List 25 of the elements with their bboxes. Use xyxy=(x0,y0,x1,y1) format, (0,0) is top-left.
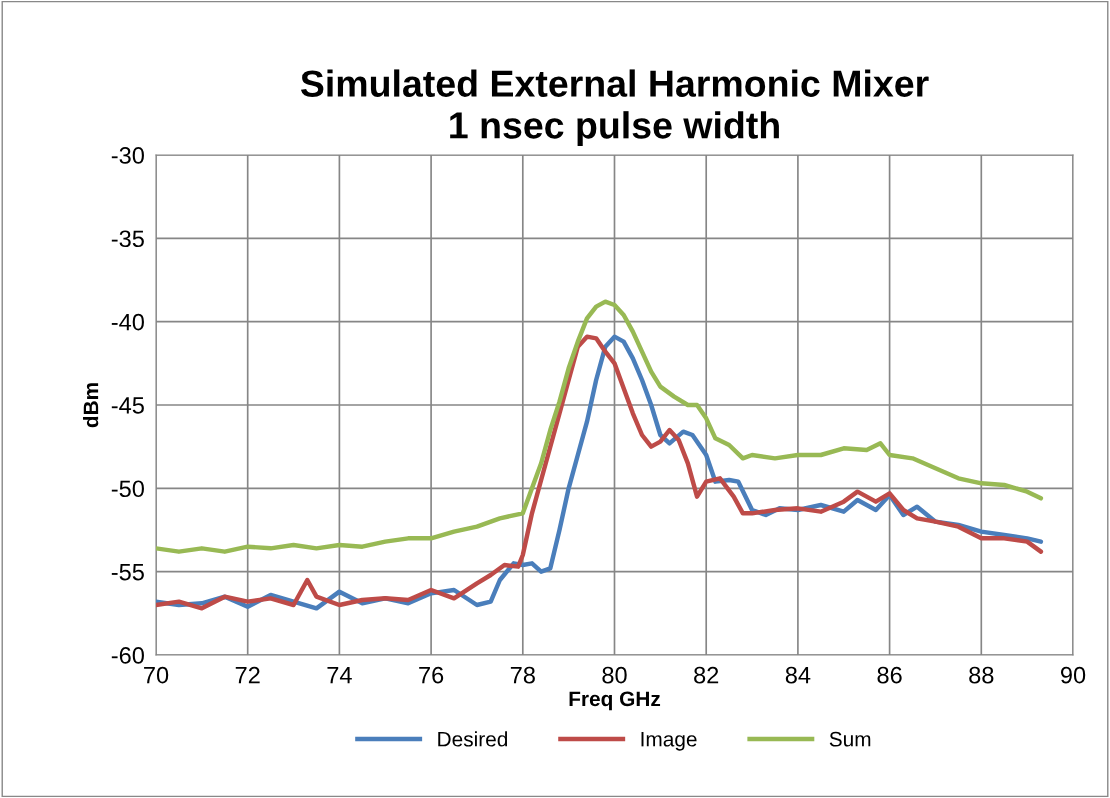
x-tick-label: 74 xyxy=(327,666,352,684)
y-axis-title: dBm xyxy=(83,383,99,428)
x-tick-label: 84 xyxy=(785,666,811,684)
x-tick-label: 70 xyxy=(144,666,169,684)
chart-title: Simulated External Harmonic Mixer 1 nsec pulse width xyxy=(300,69,929,147)
legend-label: Desired xyxy=(438,731,508,747)
y-tick-label: -45 xyxy=(111,397,144,414)
x-tick-label: 86 xyxy=(877,666,902,684)
legend-label: Sum xyxy=(829,731,871,747)
y-tick-label: -55 xyxy=(111,563,144,581)
x-tick-label: 80 xyxy=(602,666,627,684)
x-tick-label: 88 xyxy=(969,666,994,684)
x-tick-label: 90 xyxy=(1060,666,1086,684)
x-axis-title: Freq GHz xyxy=(569,691,661,711)
y-tick-label: -30 xyxy=(111,147,144,164)
x-tick-label: 82 xyxy=(694,666,719,684)
y-tick-label: -40 xyxy=(111,313,144,331)
legend-label: Image xyxy=(641,732,697,751)
line-series xyxy=(156,299,1044,554)
y-tick-label: -60 xyxy=(111,647,144,664)
x-tick-label: 78 xyxy=(510,666,535,684)
y-tick-label: -35 xyxy=(111,230,144,248)
y-tick-label: -50 xyxy=(111,480,144,498)
x-tick-label: 72 xyxy=(235,666,260,684)
x-tick-label: 76 xyxy=(419,666,444,684)
